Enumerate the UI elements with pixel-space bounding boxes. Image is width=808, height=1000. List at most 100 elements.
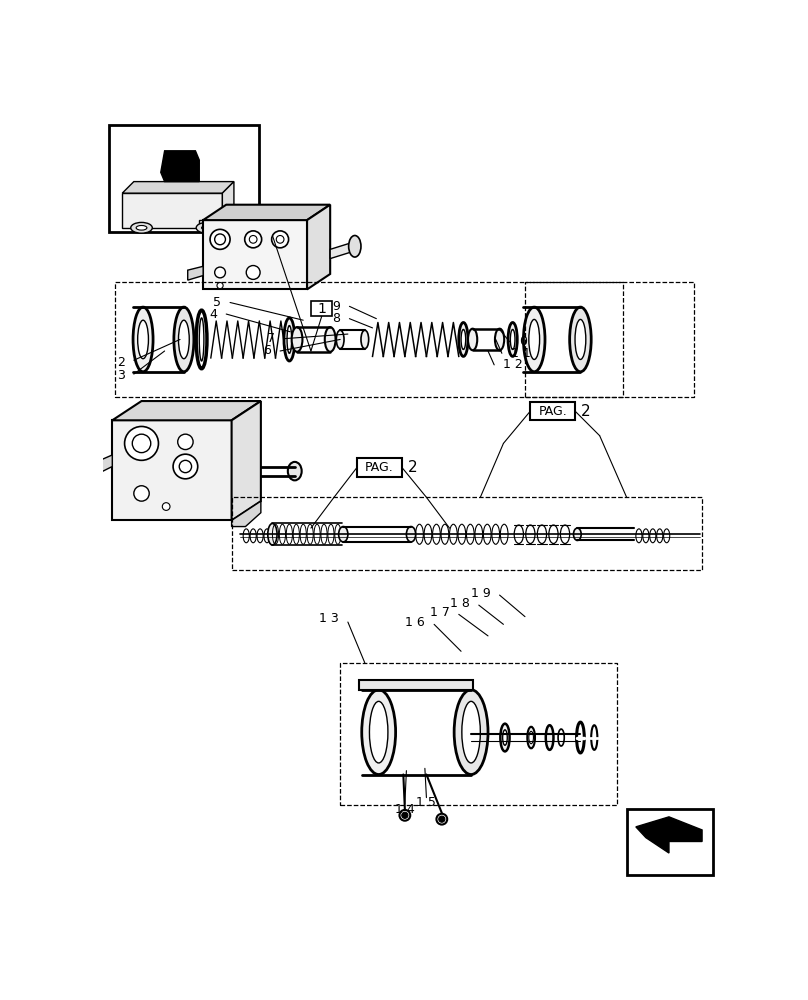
Ellipse shape xyxy=(134,486,149,501)
Text: 1 3: 1 3 xyxy=(319,612,339,625)
Polygon shape xyxy=(112,401,261,420)
Ellipse shape xyxy=(508,323,517,356)
Ellipse shape xyxy=(468,329,478,350)
Text: PAG.: PAG. xyxy=(538,405,567,418)
Bar xyxy=(627,809,713,875)
Ellipse shape xyxy=(650,529,656,543)
Ellipse shape xyxy=(399,810,410,821)
Polygon shape xyxy=(122,193,222,228)
Ellipse shape xyxy=(267,523,277,545)
Ellipse shape xyxy=(124,426,158,460)
Ellipse shape xyxy=(558,729,564,746)
Polygon shape xyxy=(187,266,203,280)
Text: 1 9: 1 9 xyxy=(470,587,490,600)
Ellipse shape xyxy=(250,235,257,243)
Text: 1 8: 1 8 xyxy=(450,597,469,610)
Ellipse shape xyxy=(325,327,335,352)
Text: 5: 5 xyxy=(213,296,221,309)
Ellipse shape xyxy=(461,329,465,349)
Ellipse shape xyxy=(271,231,288,248)
Ellipse shape xyxy=(436,814,447,825)
Ellipse shape xyxy=(162,503,170,510)
Polygon shape xyxy=(203,220,307,289)
Text: 2: 2 xyxy=(581,404,591,419)
Polygon shape xyxy=(222,182,234,228)
Ellipse shape xyxy=(245,231,262,248)
Ellipse shape xyxy=(454,690,488,774)
Ellipse shape xyxy=(361,330,368,349)
Ellipse shape xyxy=(528,727,535,748)
Text: 7: 7 xyxy=(267,332,275,345)
Polygon shape xyxy=(359,680,473,690)
Ellipse shape xyxy=(284,318,295,361)
Polygon shape xyxy=(307,205,330,289)
Ellipse shape xyxy=(500,724,510,751)
Text: 1 4: 1 4 xyxy=(395,803,415,816)
Text: 1 1: 1 1 xyxy=(511,347,531,360)
Ellipse shape xyxy=(459,323,468,356)
Ellipse shape xyxy=(137,320,149,359)
Ellipse shape xyxy=(133,434,151,453)
Ellipse shape xyxy=(511,329,515,349)
Ellipse shape xyxy=(462,701,480,763)
Ellipse shape xyxy=(339,527,348,542)
Text: 2: 2 xyxy=(408,460,418,475)
Ellipse shape xyxy=(217,282,223,289)
Ellipse shape xyxy=(439,816,445,822)
Bar xyxy=(311,301,332,316)
Ellipse shape xyxy=(288,462,301,480)
Ellipse shape xyxy=(201,225,213,230)
Polygon shape xyxy=(232,501,261,527)
Polygon shape xyxy=(203,205,330,220)
Ellipse shape xyxy=(179,460,191,473)
Ellipse shape xyxy=(636,529,642,543)
Ellipse shape xyxy=(250,529,256,543)
Ellipse shape xyxy=(215,267,225,278)
Ellipse shape xyxy=(257,529,263,543)
Ellipse shape xyxy=(133,307,153,372)
Polygon shape xyxy=(636,817,702,853)
Ellipse shape xyxy=(348,235,361,257)
Ellipse shape xyxy=(570,307,591,372)
Text: 1 6: 1 6 xyxy=(405,616,425,629)
Ellipse shape xyxy=(503,730,507,745)
Polygon shape xyxy=(122,182,234,193)
Ellipse shape xyxy=(243,529,250,543)
Text: 1 5: 1 5 xyxy=(416,796,436,809)
Ellipse shape xyxy=(215,234,225,245)
Ellipse shape xyxy=(643,529,649,543)
Text: 1: 1 xyxy=(318,302,326,316)
Ellipse shape xyxy=(264,529,270,543)
Ellipse shape xyxy=(292,327,302,352)
Text: 2: 2 xyxy=(116,356,124,369)
Bar xyxy=(357,458,402,477)
Polygon shape xyxy=(112,420,232,520)
Ellipse shape xyxy=(287,326,292,353)
Ellipse shape xyxy=(210,229,230,249)
Ellipse shape xyxy=(173,454,198,479)
Ellipse shape xyxy=(402,812,408,818)
Ellipse shape xyxy=(524,307,545,372)
Ellipse shape xyxy=(369,701,388,763)
Ellipse shape xyxy=(663,529,670,543)
Ellipse shape xyxy=(196,222,217,233)
Ellipse shape xyxy=(545,725,553,750)
Ellipse shape xyxy=(362,690,396,774)
Text: 1 2: 1 2 xyxy=(503,358,523,371)
Ellipse shape xyxy=(276,235,284,243)
Text: 6: 6 xyxy=(263,344,271,358)
Ellipse shape xyxy=(528,731,533,744)
Bar xyxy=(109,125,259,232)
Ellipse shape xyxy=(575,319,586,359)
Ellipse shape xyxy=(178,434,193,450)
Polygon shape xyxy=(100,455,112,473)
Text: 1 7: 1 7 xyxy=(430,606,449,619)
Ellipse shape xyxy=(574,528,581,540)
Ellipse shape xyxy=(136,225,147,230)
Ellipse shape xyxy=(131,222,152,233)
Ellipse shape xyxy=(528,319,540,359)
Polygon shape xyxy=(161,151,200,182)
Polygon shape xyxy=(330,242,355,259)
Ellipse shape xyxy=(495,329,504,350)
Ellipse shape xyxy=(179,320,189,359)
